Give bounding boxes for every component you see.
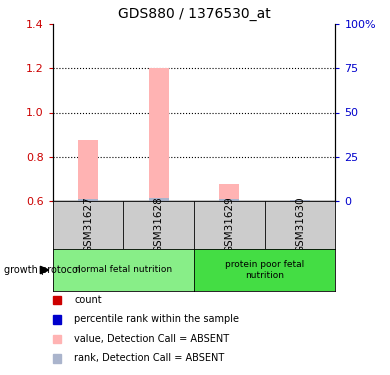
Text: value, Detection Call = ABSENT: value, Detection Call = ABSENT — [74, 334, 229, 344]
Text: protein poor fetal
nutrition: protein poor fetal nutrition — [225, 260, 304, 280]
Bar — [290, 200, 310, 201]
Text: GSM31629: GSM31629 — [224, 196, 234, 254]
Text: percentile rank within the sample: percentile rank within the sample — [74, 315, 239, 324]
Title: GDS880 / 1376530_at: GDS880 / 1376530_at — [118, 7, 270, 21]
Text: count: count — [74, 295, 102, 305]
Text: normal fetal nutrition: normal fetal nutrition — [75, 266, 172, 274]
Bar — [149, 198, 168, 201]
Text: GSM31630: GSM31630 — [295, 196, 305, 254]
Text: GSM31628: GSM31628 — [154, 196, 164, 254]
Text: GSM31627: GSM31627 — [83, 196, 93, 254]
Bar — [220, 199, 239, 201]
Bar — [78, 199, 98, 201]
Bar — [78, 140, 98, 201]
Bar — [290, 200, 310, 201]
Text: rank, Detection Call = ABSENT: rank, Detection Call = ABSENT — [74, 354, 224, 363]
Bar — [149, 68, 168, 201]
Text: growth protocol: growth protocol — [4, 265, 80, 275]
Bar — [220, 184, 239, 201]
